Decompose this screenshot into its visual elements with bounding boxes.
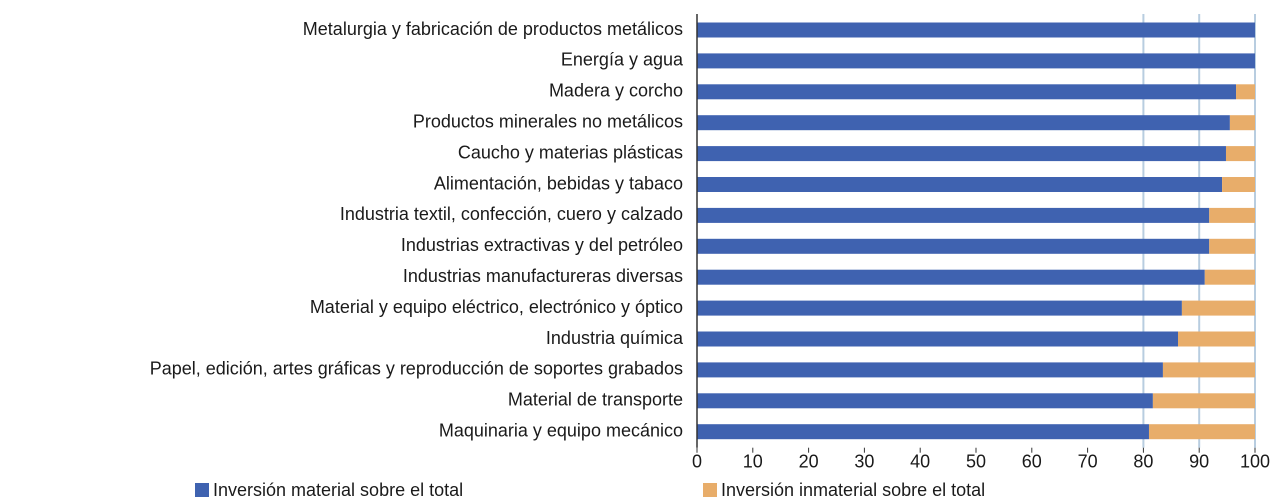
y-tick-label: Caucho y materias plásticas bbox=[458, 142, 683, 162]
bar bbox=[697, 53, 1255, 69]
bar bbox=[697, 300, 1182, 316]
bar bbox=[1152, 393, 1255, 409]
y-tick-label: Industria textil, confección, cuero y ca… bbox=[340, 204, 683, 224]
legend-label: Inversión inmaterial sobre el total bbox=[721, 480, 985, 498]
y-tick-label: Madera y corcho bbox=[549, 81, 683, 101]
bar bbox=[1204, 269, 1255, 285]
x-tick-label: 40 bbox=[910, 451, 930, 471]
y-tick-label: Energía y agua bbox=[561, 50, 684, 70]
bar bbox=[697, 207, 1210, 223]
x-tick-label: 80 bbox=[1133, 451, 1153, 471]
x-tick-label: 90 bbox=[1189, 451, 1209, 471]
y-tick-label: Material de transporte bbox=[508, 390, 683, 410]
bar bbox=[697, 362, 1163, 378]
legend-swatch bbox=[703, 483, 717, 497]
x-tick-label: 70 bbox=[1078, 451, 1098, 471]
x-tick-label: 100 bbox=[1240, 451, 1270, 471]
legend-label: Inversión material sobre el total bbox=[213, 480, 463, 498]
y-tick-label: Maquinaria y equipo mecánico bbox=[439, 420, 683, 440]
bar bbox=[1162, 362, 1255, 378]
bar bbox=[697, 424, 1149, 440]
bar bbox=[1225, 146, 1255, 162]
y-tick-label: Metalurgia y fabricación de productos me… bbox=[303, 19, 683, 39]
bar bbox=[697, 331, 1178, 347]
x-tick-label: 50 bbox=[966, 451, 986, 471]
bar bbox=[697, 22, 1255, 38]
y-tick-label: Productos minerales no metálicos bbox=[413, 111, 683, 131]
x-tick-label: 60 bbox=[1022, 451, 1042, 471]
bar bbox=[697, 84, 1237, 100]
bar bbox=[1209, 207, 1255, 223]
x-tick-label: 30 bbox=[854, 451, 874, 471]
y-tick-label: Alimentación, bebidas y tabaco bbox=[434, 173, 683, 193]
bar bbox=[1177, 331, 1255, 347]
bar bbox=[697, 269, 1205, 285]
bar bbox=[697, 393, 1153, 409]
y-tick-label: Industrias extractivas y del petróleo bbox=[401, 235, 683, 255]
bar bbox=[697, 146, 1226, 162]
x-tick-label: 20 bbox=[799, 451, 819, 471]
x-tick-label: 0 bbox=[692, 451, 702, 471]
bar bbox=[697, 238, 1210, 254]
bar bbox=[1236, 84, 1255, 100]
bar bbox=[697, 177, 1223, 192]
y-tick-label: Papel, edición, artes gráficas y reprodu… bbox=[150, 359, 683, 379]
bar bbox=[1181, 300, 1255, 316]
bar bbox=[1229, 115, 1255, 131]
bar bbox=[1148, 424, 1255, 440]
legend-swatch bbox=[195, 483, 209, 497]
y-tick-label: Material y equipo eléctrico, electrónico… bbox=[310, 297, 683, 317]
bar bbox=[1222, 177, 1255, 192]
bar bbox=[1209, 238, 1255, 254]
y-tick-label: Industria química bbox=[546, 328, 684, 348]
x-tick-label: 10 bbox=[743, 451, 763, 471]
y-tick-label: Industrias manufactureras diversas bbox=[403, 266, 683, 286]
bar bbox=[697, 115, 1230, 131]
